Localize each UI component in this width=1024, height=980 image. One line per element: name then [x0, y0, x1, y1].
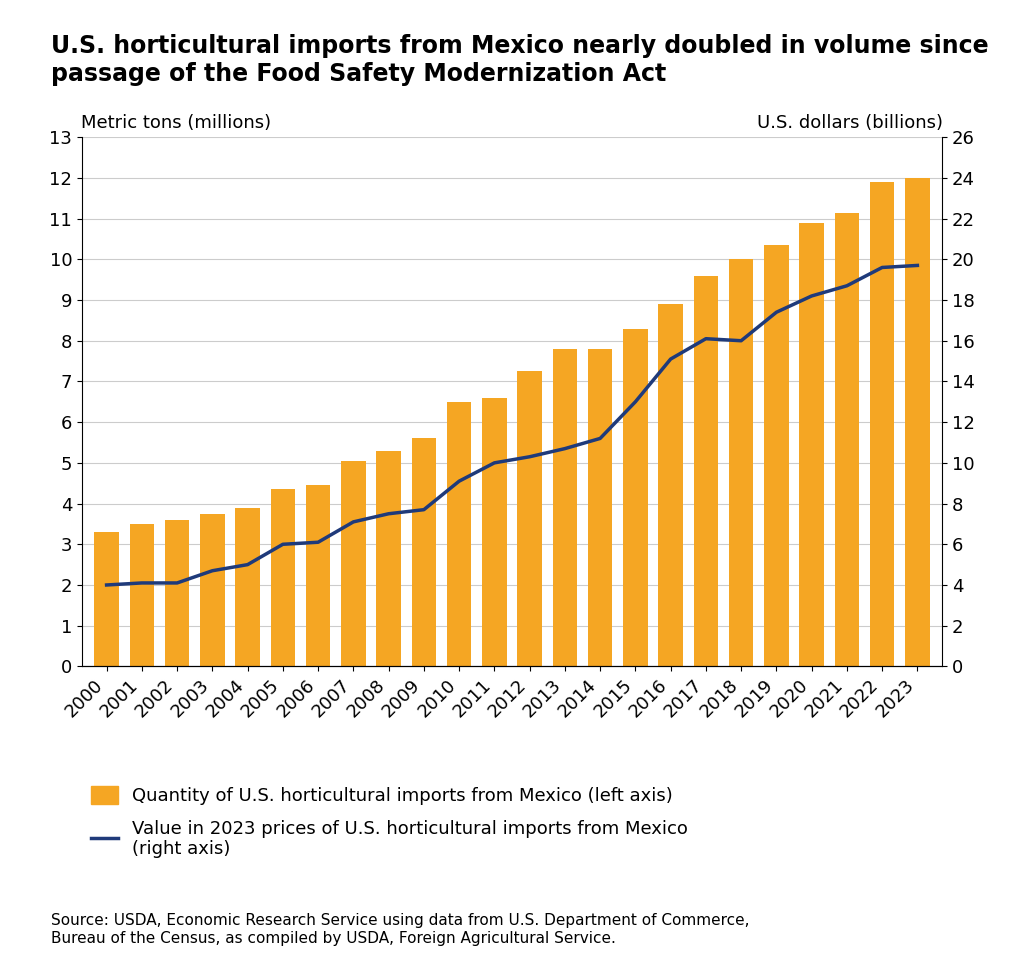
- Bar: [800, 222, 824, 666]
- Bar: [835, 213, 859, 666]
- Bar: [729, 260, 754, 666]
- Bar: [270, 489, 295, 666]
- Text: Metric tons (millions): Metric tons (millions): [81, 114, 271, 132]
- Bar: [517, 371, 542, 666]
- Text: U.S. dollars (billions): U.S. dollars (billions): [757, 114, 943, 132]
- Bar: [869, 182, 895, 666]
- Legend: Quantity of U.S. horticultural imports from Mexico (left axis), Value in 2023 pr: Quantity of U.S. horticultural imports f…: [91, 786, 688, 858]
- Bar: [94, 532, 119, 666]
- Bar: [129, 524, 155, 666]
- Text: Source: USDA, Economic Research Service using data from U.S. Department of Comme: Source: USDA, Economic Research Service …: [51, 913, 750, 946]
- Bar: [553, 349, 578, 666]
- Text: U.S. horticultural imports from Mexico nearly doubled in volume since
passage of: U.S. horticultural imports from Mexico n…: [51, 34, 989, 86]
- Bar: [200, 514, 224, 666]
- Bar: [658, 304, 683, 666]
- Bar: [165, 519, 189, 666]
- Bar: [412, 438, 436, 666]
- Bar: [236, 508, 260, 666]
- Bar: [341, 461, 366, 666]
- Bar: [446, 402, 471, 666]
- Bar: [693, 275, 718, 666]
- Bar: [905, 178, 930, 666]
- Bar: [764, 245, 788, 666]
- Bar: [588, 349, 612, 666]
- Bar: [623, 328, 648, 666]
- Bar: [376, 451, 401, 666]
- Bar: [306, 485, 331, 666]
- Bar: [482, 398, 507, 666]
